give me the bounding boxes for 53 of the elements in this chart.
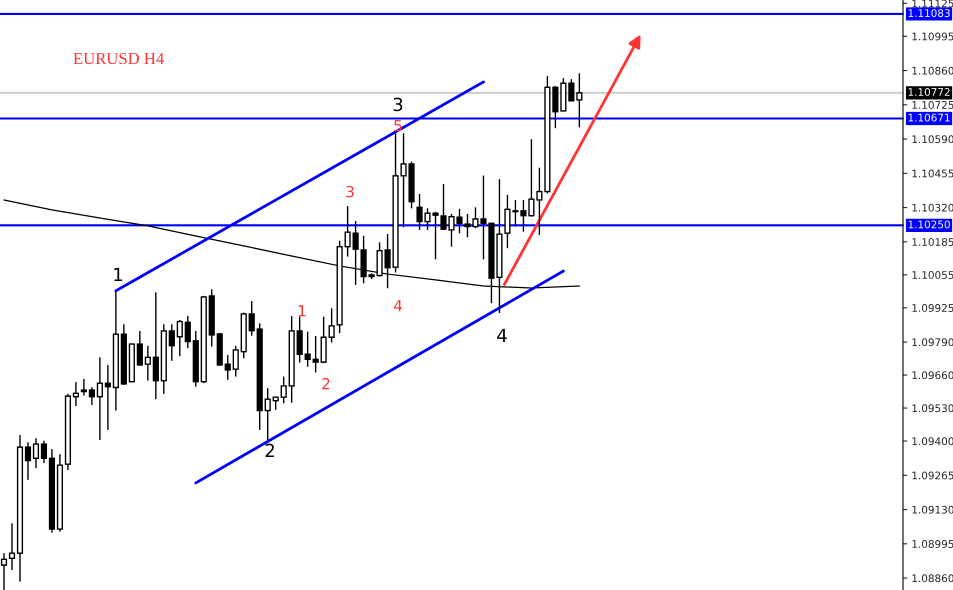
- ref-line-label: 1.10250: [908, 220, 950, 228]
- ref-line-label: 1.10671: [908, 114, 950, 122]
- y-tick-label: 1.09265: [912, 472, 953, 480]
- candlestick: [576, 72, 582, 128]
- candlestick: [424, 208, 431, 231]
- candlestick: [24, 442, 32, 481]
- candlestick: [480, 174, 487, 260]
- annotation: 5: [394, 120, 402, 132]
- y-tick-label: 1.10725: [912, 101, 953, 109]
- y-tick-label: 1.10455: [912, 170, 953, 178]
- y-tick-label: 1.09925: [912, 304, 953, 312]
- candlestick: [328, 308, 335, 344]
- ref-line-label: 1.10772: [908, 88, 950, 96]
- y-tick-label: 1.10185: [912, 238, 953, 246]
- annotation: 1: [298, 305, 306, 316]
- annotation: 2: [322, 378, 330, 390]
- candlestick: [352, 220, 359, 286]
- candlestick: [504, 194, 511, 249]
- annotation: 2: [266, 444, 274, 457]
- candlestick: [88, 386, 95, 406]
- candlestick: [400, 132, 407, 228]
- candlestick: [40, 440, 48, 464]
- candlestick: [80, 378, 87, 396]
- candlestick: [536, 167, 542, 236]
- candlestick: [344, 205, 351, 258]
- candlestick: [96, 356, 103, 441]
- ref-line-label: 1.11083: [908, 9, 950, 17]
- annotation: 3: [346, 186, 354, 198]
- y-tick-label: 1.10995: [912, 32, 953, 40]
- y-tick-label: 1.10055: [912, 271, 953, 279]
- candlestick: [432, 211, 439, 260]
- candlestick: [568, 78, 574, 102]
- candlestick: [440, 183, 447, 231]
- candlestick: [8, 522, 16, 571]
- candlestick: [520, 199, 527, 232]
- annotation: 4: [394, 300, 402, 312]
- candlestick: [528, 138, 535, 218]
- text: EURUSD H4: [73, 52, 164, 64]
- candlestick: [464, 213, 471, 238]
- candlestick: [448, 213, 455, 248]
- candlestick: [472, 206, 479, 229]
- candlestick: [0, 552, 8, 590]
- y-tick-label: 1.08995: [912, 540, 953, 548]
- candlestick: [456, 208, 463, 234]
- candlestick: [72, 381, 80, 407]
- candlestick: [104, 364, 111, 431]
- y-tick-label: 1.11125: [912, 0, 953, 8]
- candlestick: [416, 193, 423, 231]
- annotation: 1: [114, 268, 122, 281]
- annotation: 3: [394, 98, 402, 112]
- annotation: 4: [497, 328, 507, 342]
- candlestick: [512, 199, 519, 228]
- candlestick: [32, 438, 40, 469]
